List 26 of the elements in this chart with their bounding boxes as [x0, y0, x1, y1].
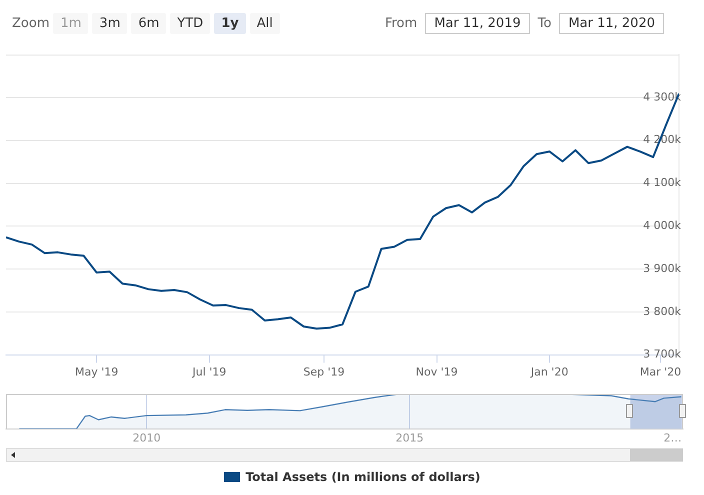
y-tick-label: 3 900k: [643, 262, 682, 275]
x-tick-label: Sep '19: [303, 365, 345, 378]
x-tick-label: May '19: [74, 365, 118, 378]
text: 1y: [214, 13, 246, 34]
text: Zoom: [12, 16, 50, 31]
x-tick-label: Nov '19: [416, 365, 458, 378]
x-tick-label: Jan '20: [530, 365, 568, 378]
y-tick-label: 4 000k: [643, 219, 682, 232]
text: Mar 11, 2019: [425, 13, 530, 34]
x-tick-label: Mar '20: [640, 365, 682, 378]
text: YTD: [170, 13, 210, 34]
text: To: [538, 16, 552, 31]
legend-label: Total Assets (In millions of dollars): [246, 470, 480, 484]
text: From: [384, 16, 418, 31]
text: Mar 11, 2020: [559, 13, 664, 34]
text: All: [250, 13, 280, 34]
x-tick-label: 2…: [664, 431, 682, 444]
x-tick-label: 2010: [132, 431, 161, 444]
text: 6m: [131, 13, 166, 34]
text: 3m: [92, 13, 128, 34]
y-tick-label: 3 700k: [643, 348, 682, 361]
text: 1m: [53, 13, 88, 34]
x-tick-label: Jul '19: [191, 365, 226, 378]
x-tick-label: 2015: [396, 431, 424, 444]
y-tick-label: 3 800k: [643, 304, 682, 318]
y-tick-label: 4 100k: [643, 176, 682, 190]
